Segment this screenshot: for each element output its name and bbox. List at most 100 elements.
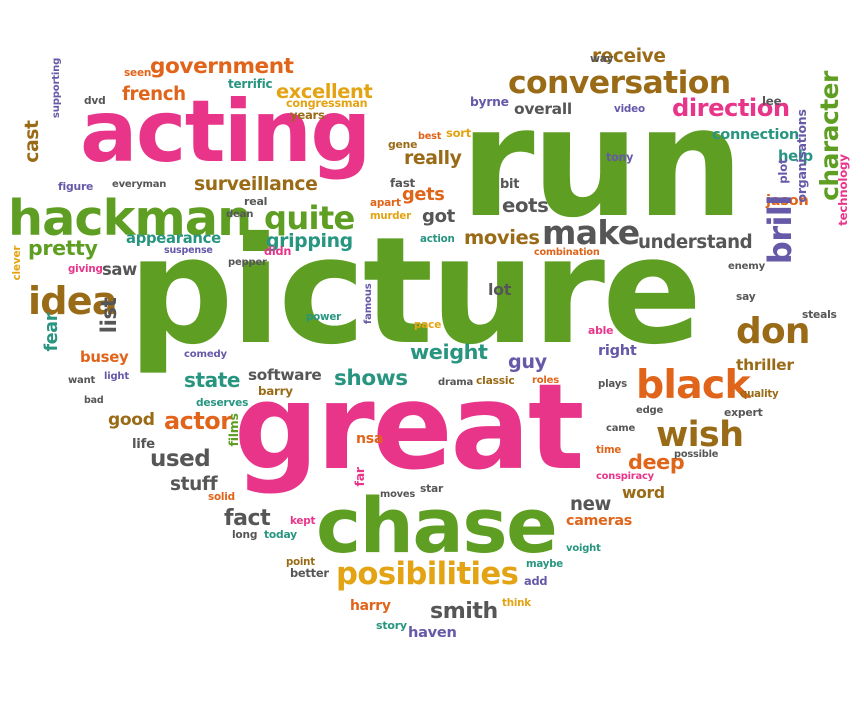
word-years: years — [290, 108, 325, 122]
word-new: new — [570, 494, 611, 515]
word-run: run — [460, 75, 744, 251]
word-lee: lee — [762, 94, 782, 108]
word-gets: gets — [402, 184, 445, 205]
word-drama: drama — [438, 377, 474, 388]
word-direction: direction — [672, 94, 790, 122]
word-roles: roles — [532, 375, 559, 386]
word-long: long — [232, 529, 258, 541]
word-kept: kept — [290, 515, 316, 527]
word-dean: dean — [226, 209, 254, 220]
word-used: used — [150, 446, 211, 472]
word-conspiracy: conspiracy — [596, 471, 654, 482]
word-guy: guy — [508, 350, 547, 373]
word-bit: bit — [500, 177, 520, 192]
word-acting: acting — [80, 83, 371, 182]
word-barry: barry — [258, 384, 293, 398]
word-time: time — [596, 445, 622, 456]
word-giving: giving — [68, 263, 103, 275]
word-got: got — [422, 206, 455, 227]
word-eots: eots — [502, 194, 549, 217]
word-light: light — [104, 371, 129, 382]
word-today: today — [264, 528, 297, 541]
word-quality: quality — [740, 389, 779, 400]
word-life: life — [132, 437, 155, 452]
word-state: state — [184, 368, 241, 392]
word-chase: chase — [316, 481, 558, 570]
word-appearance: appearance — [126, 230, 221, 247]
word-fact: fact — [224, 506, 271, 531]
word-add: add — [524, 574, 548, 588]
word-deep: deep — [628, 450, 685, 474]
word-hackman: hackman — [8, 189, 252, 247]
word-didn: didn — [264, 245, 292, 258]
word-word: word — [622, 484, 665, 502]
word-moves: moves — [380, 489, 416, 500]
word-wish: wish — [656, 415, 744, 455]
word-make: make — [542, 213, 640, 252]
word-real: real — [244, 195, 268, 208]
word-combination: combination — [534, 247, 600, 258]
word-think: think — [502, 597, 531, 609]
word-help: help — [778, 148, 813, 165]
word-star: star — [420, 482, 444, 495]
word-video: video — [614, 103, 645, 115]
word-bad: bad — [84, 395, 104, 406]
word-point: point — [286, 557, 315, 568]
word-fear: fear — [42, 312, 62, 352]
word-connection: connection — [712, 127, 799, 143]
word-smith: smith — [430, 598, 498, 624]
word-good: good — [108, 410, 155, 430]
word-don: don — [736, 311, 810, 352]
word-actor: actor — [164, 407, 232, 435]
word-action: action — [420, 233, 455, 245]
word-french: french — [122, 84, 186, 105]
word-comedy: comedy — [184, 349, 227, 360]
word-solid: solid — [208, 491, 235, 503]
word-jason: jason — [766, 192, 809, 209]
word-conversation: conversation — [508, 65, 731, 101]
word-say: say — [736, 291, 756, 303]
word-far: far — [352, 467, 367, 487]
word-apart: apart — [370, 197, 401, 209]
word-technology: technology — [836, 154, 850, 226]
word-clever: clever — [11, 245, 23, 281]
word-want: want — [68, 375, 96, 386]
word-cameras: cameras — [566, 513, 632, 529]
word-picture: picture — [128, 205, 702, 377]
word-understand: understand — [638, 232, 753, 253]
word-way: way — [590, 52, 614, 65]
word-dvd: dvd — [84, 95, 106, 107]
word-lot: lot — [488, 280, 512, 299]
word-deserves: deserves — [196, 397, 249, 409]
word-terrific: terrific — [228, 77, 273, 91]
word-figure: figure — [58, 180, 94, 193]
word-weight: weight — [410, 340, 488, 364]
word-sort: sort — [446, 126, 471, 140]
word-enemy: enemy — [728, 261, 765, 272]
word-power: power — [306, 311, 341, 323]
word-suspense: suspense — [164, 245, 213, 256]
word-movies: movies — [464, 226, 540, 249]
word-idea: idea — [28, 279, 118, 323]
word-murder: murder — [370, 211, 411, 222]
word-voight: voight — [566, 543, 601, 554]
word-busey: busey — [80, 348, 129, 366]
word-black: black — [636, 362, 751, 408]
word-films: films — [226, 413, 241, 447]
word-organisations: organisations — [794, 109, 809, 203]
word-plot: plot — [776, 158, 790, 184]
word-classic: classic — [476, 374, 515, 387]
word-better: better — [290, 566, 329, 580]
word-famous: famous — [363, 283, 374, 325]
word-expert: expert — [724, 406, 763, 419]
word-fast: fast — [390, 176, 416, 190]
word-posibilities: posibilities — [336, 557, 519, 592]
word-tony: tony — [606, 151, 634, 164]
word-possible: possible — [674, 449, 719, 460]
word-harry: harry — [350, 598, 391, 614]
word-came: came — [606, 423, 636, 434]
word-quite: quite — [264, 199, 355, 237]
word-seen: seen — [124, 67, 152, 79]
word-surveillance: surveillance — [194, 174, 318, 195]
word-supporting: supporting — [51, 57, 62, 119]
